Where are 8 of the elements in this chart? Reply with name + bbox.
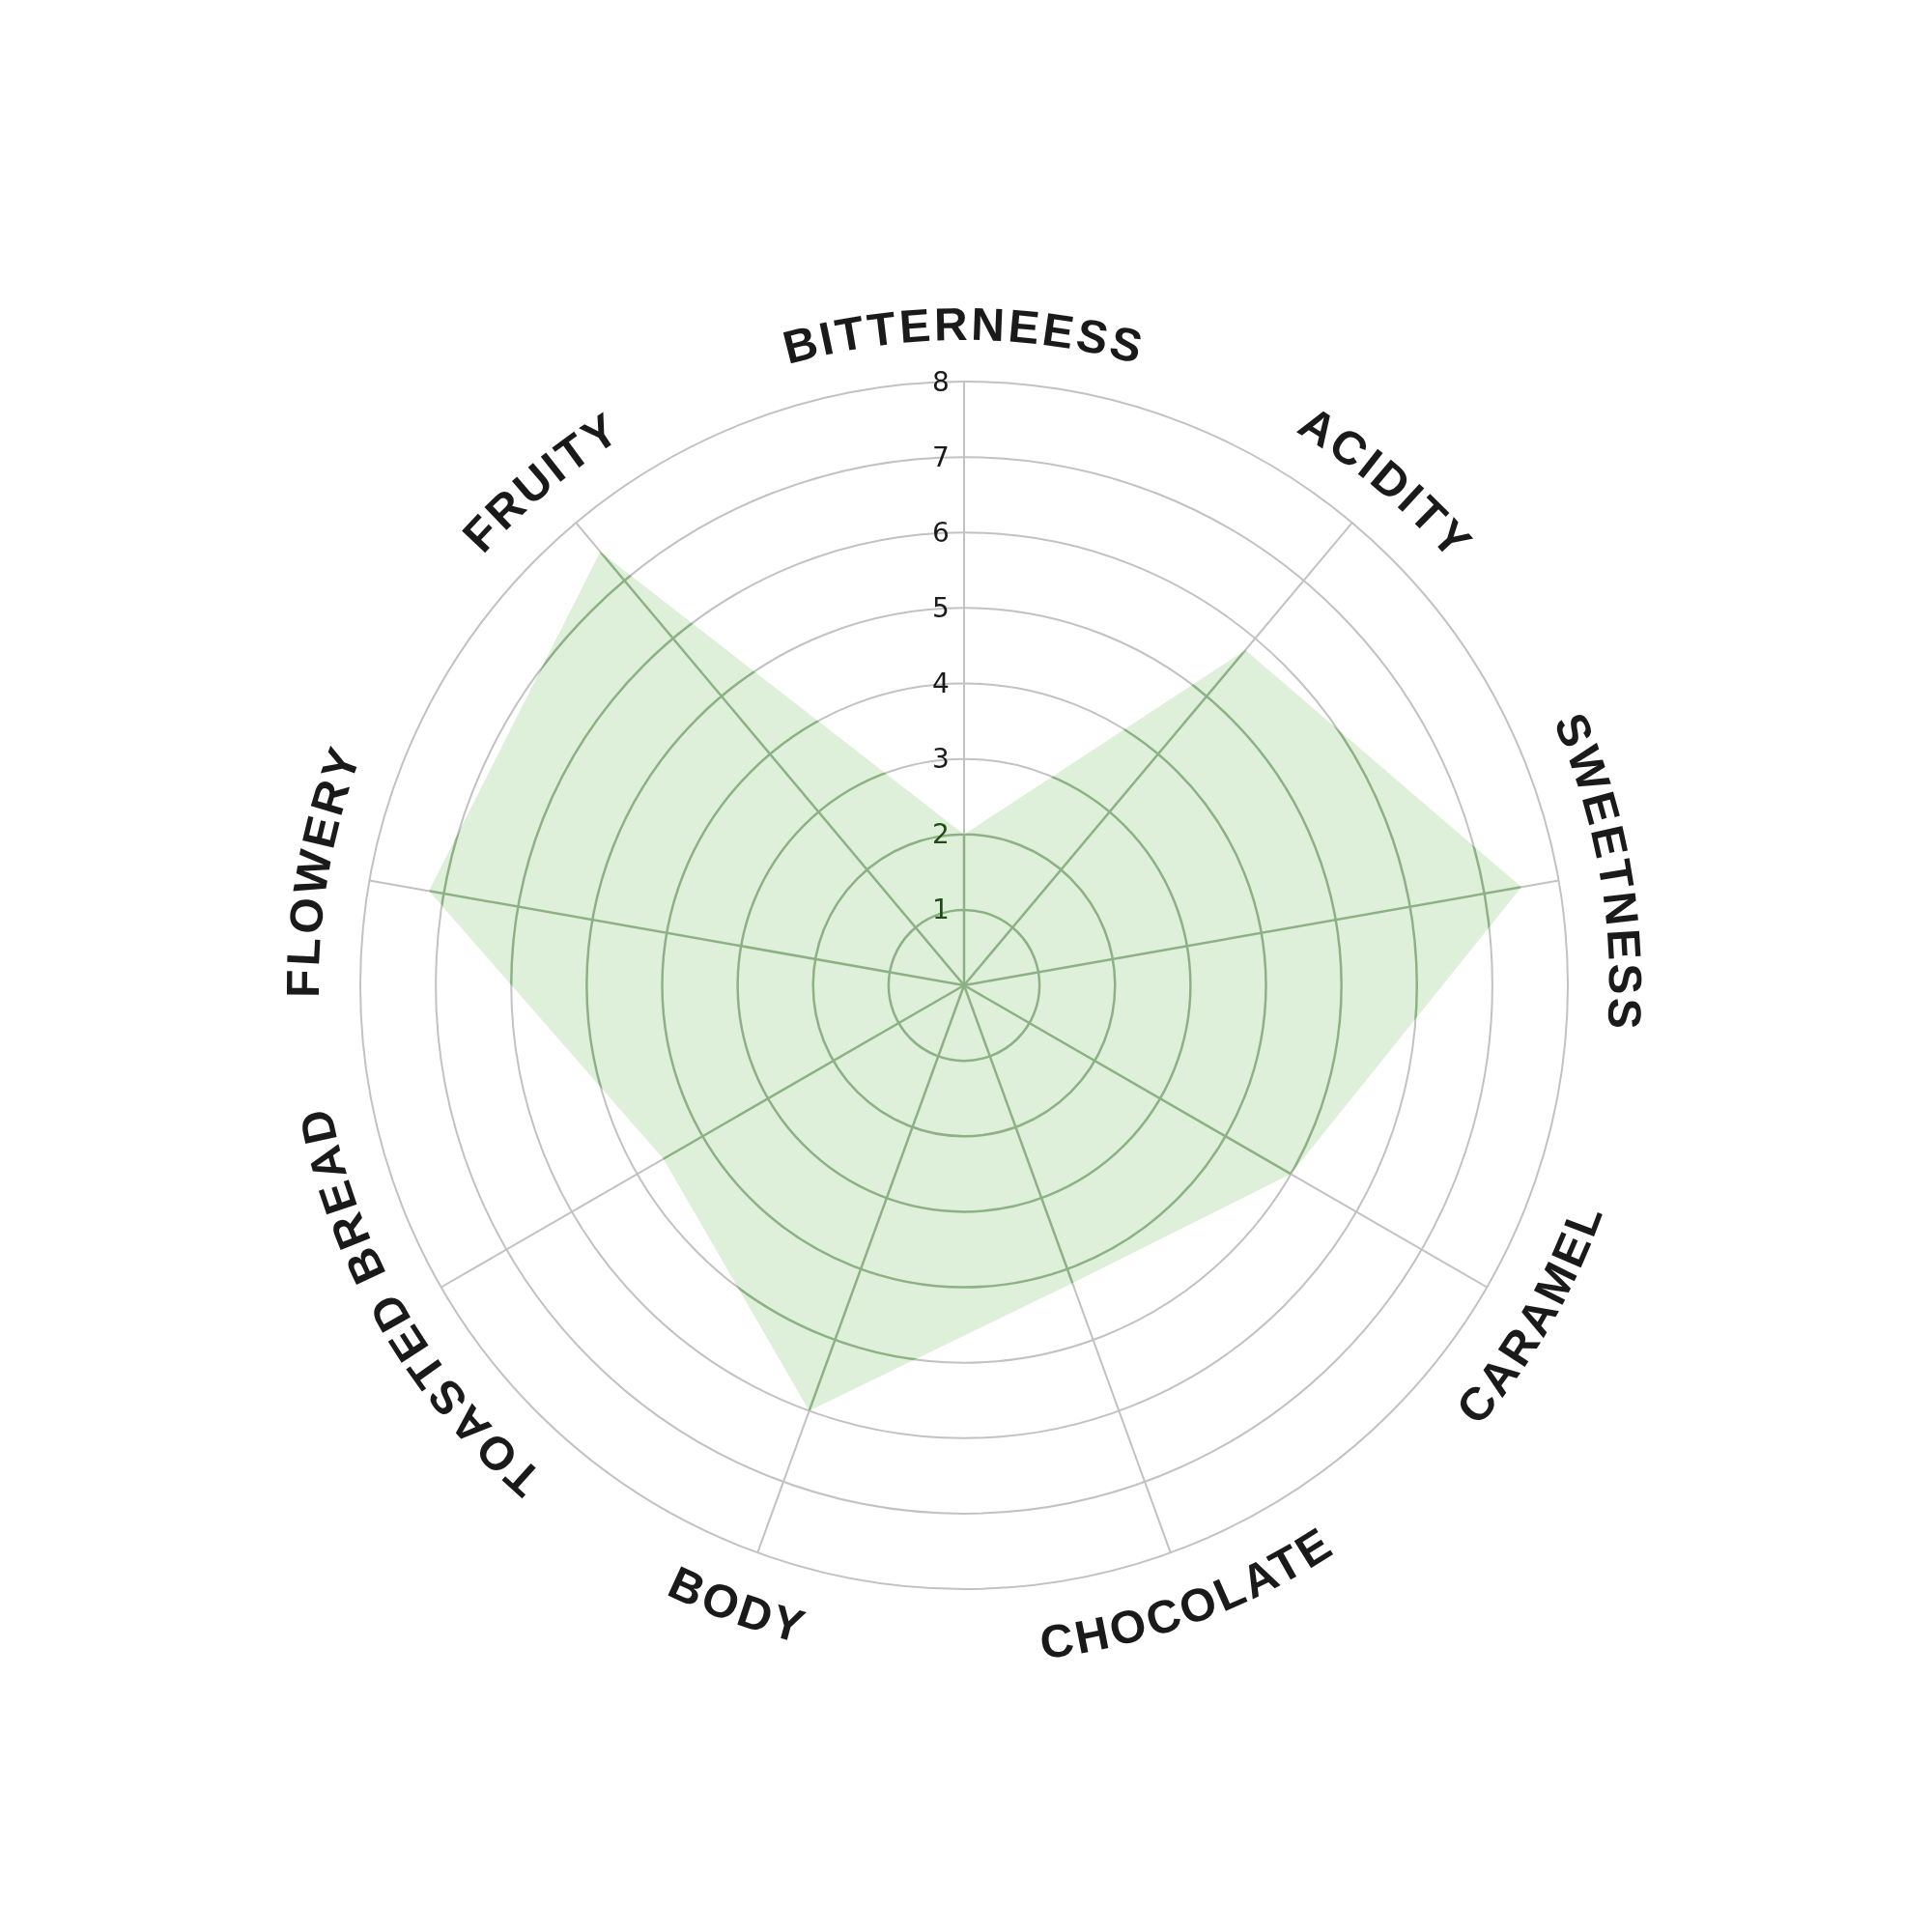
y-tick-label: 7 [932,440,950,473]
y-tick-label: 3 [932,743,950,776]
y-tick-label: 2 [932,818,950,851]
y-tick-label: 4 [932,668,950,699]
y-tick-label: 1 [932,894,950,926]
y-tick-label: 5 [932,591,950,624]
spoke-label: BODY [661,1556,813,1654]
y-tick-label: 6 [932,516,950,549]
